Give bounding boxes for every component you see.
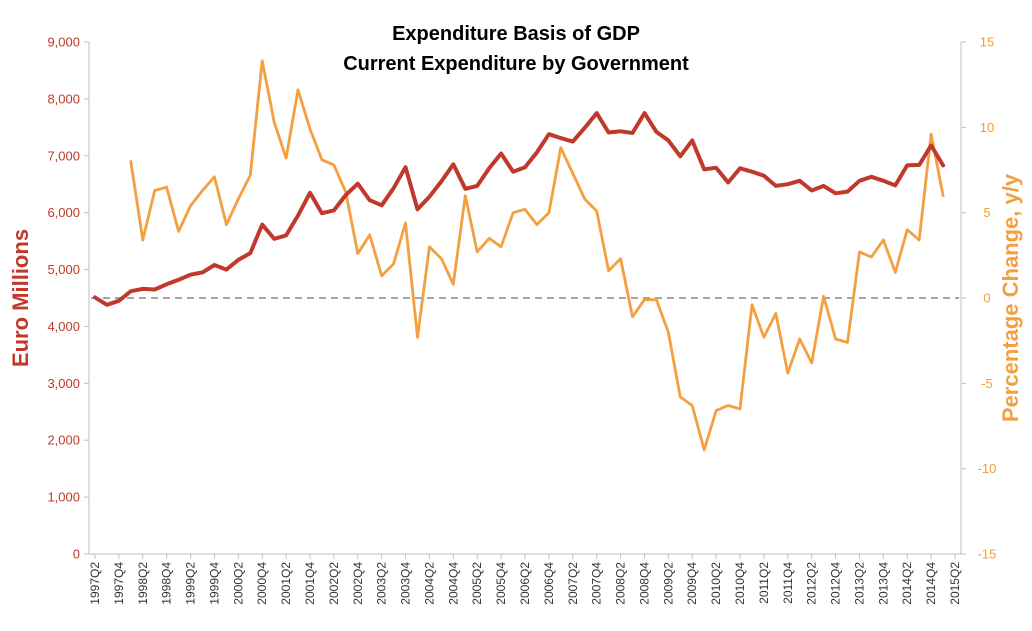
series-line <box>93 111 946 307</box>
x-tick-label: 2004Q2 <box>422 562 436 605</box>
x-tick-label: 2014Q4 <box>924 562 938 605</box>
x-tick-label: 2000Q4 <box>255 562 269 605</box>
right-tick-label: -10 <box>978 461 997 476</box>
left-y-ticks: 0 1,000 2,000 3,000 4,000 5,000 6,000 7,000 8,00… <box>47 35 89 562</box>
left-tick-label: 9,000 <box>47 35 80 50</box>
x-tick-label: 2008Q4 <box>637 562 651 605</box>
x-tick-label: 2009Q4 <box>685 562 699 605</box>
x-tick-label: 2001Q4 <box>303 562 317 605</box>
left-tick-label: 4,000 <box>47 319 80 334</box>
left-tick-label: 6,000 <box>47 205 80 220</box>
left-tick-label: 2,000 <box>47 433 80 448</box>
left-tick-label: 8,000 <box>47 91 80 106</box>
left-tick-label: 7,000 <box>47 148 80 163</box>
x-tick-label: 1997Q4 <box>112 562 126 605</box>
x-tick-label: 1999Q4 <box>207 562 221 605</box>
x-tick-label: 2011Q2 <box>757 562 771 604</box>
x-ticks: 1997Q2 1997Q4 1998Q2 1998Q4 1999Q2 1999Q4 2000… <box>88 554 962 605</box>
series-euro-millions <box>93 111 946 307</box>
x-tick-label: 2011Q4 <box>781 562 795 604</box>
right-tick-label: -15 <box>978 547 997 562</box>
x-tick-label: 2005Q2 <box>470 562 484 605</box>
x-tick-label: 2010Q4 <box>733 562 747 605</box>
x-tick-label: 1997Q2 <box>88 562 102 605</box>
left-tick-label: 5,000 <box>47 262 80 277</box>
left-axis-label: Euro Millions <box>8 229 33 367</box>
left-tick-label: 0 <box>73 547 80 562</box>
x-tick-label: 1998Q2 <box>136 562 150 605</box>
right-tick-label: -5 <box>981 376 993 391</box>
chart-title: Expenditure Basis of GDP <box>392 23 640 45</box>
x-tick-label: 2002Q2 <box>327 562 341 605</box>
x-tick-label: 1999Q2 <box>184 562 198 605</box>
x-tick-label: 1998Q4 <box>160 562 174 605</box>
x-tick-label: 2001Q2 <box>279 562 293 605</box>
x-tick-label: 2013Q2 <box>852 562 866 605</box>
x-tick-label: 2007Q2 <box>566 562 580 605</box>
x-tick-label: 2010Q2 <box>709 562 723 605</box>
right-y-ticks: -15 -10 -5 0 5 10 15 <box>961 35 996 562</box>
x-tick-label: 2004Q4 <box>446 562 460 605</box>
chart-subtitle: Current Expenditure by Government <box>343 53 689 75</box>
right-tick-label: 15 <box>980 35 994 50</box>
right-axis-label: Percentage Change, y/y <box>998 173 1023 422</box>
x-tick-label: 2012Q2 <box>805 562 819 605</box>
left-tick-label: 3,000 <box>47 376 80 391</box>
x-tick-label: 2005Q4 <box>494 562 508 605</box>
x-tick-label: 2008Q2 <box>614 562 628 605</box>
x-tick-label: 2007Q4 <box>590 562 604 605</box>
x-tick-label: 2014Q2 <box>900 562 914 605</box>
series-percentage-change <box>129 59 945 452</box>
right-tick-label: 0 <box>983 291 990 306</box>
series-line <box>129 59 945 452</box>
x-tick-label: 2009Q2 <box>661 562 675 605</box>
x-tick-label: 2006Q2 <box>518 562 532 605</box>
right-tick-label: 5 <box>983 205 990 220</box>
x-tick-label: 2003Q4 <box>399 562 413 605</box>
right-tick-label: 10 <box>980 120 994 135</box>
left-tick-label: 1,000 <box>47 490 80 505</box>
x-tick-label: 2000Q2 <box>231 562 245 605</box>
x-tick-label: 2002Q4 <box>351 562 365 605</box>
x-tick-label: 2003Q2 <box>375 562 389 605</box>
x-tick-label: 2006Q4 <box>542 562 556 605</box>
x-tick-label: 2015Q2 <box>948 562 962 605</box>
x-tick-label: 2013Q4 <box>876 562 890 605</box>
x-tick-label: 2012Q4 <box>829 562 843 605</box>
